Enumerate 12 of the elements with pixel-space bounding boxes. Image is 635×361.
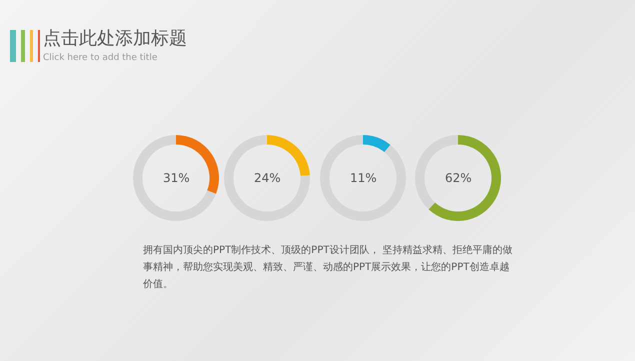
text: 24% xyxy=(254,171,281,185)
donut-slice xyxy=(224,135,310,221)
donut-slice xyxy=(320,135,406,221)
text: 31% xyxy=(163,171,190,185)
donut-slice xyxy=(133,135,216,221)
text: 62% xyxy=(445,171,472,185)
text: 11% xyxy=(350,171,377,185)
donut-slice xyxy=(363,135,390,152)
text: Click here to add the title xyxy=(43,53,158,63)
donut-slice xyxy=(428,135,501,221)
text: 点击此处添加标题 xyxy=(43,27,187,50)
text: 拥有国内顶尖的PPT制作技术、顶级的PPT设计团队， 坚持精益求精、拒绝平庸的做事精神，帮助您实现美观、精致、严谨、动感的PPT展示效果，让您的PPT创造卓越价值。 xyxy=(143,244,513,292)
